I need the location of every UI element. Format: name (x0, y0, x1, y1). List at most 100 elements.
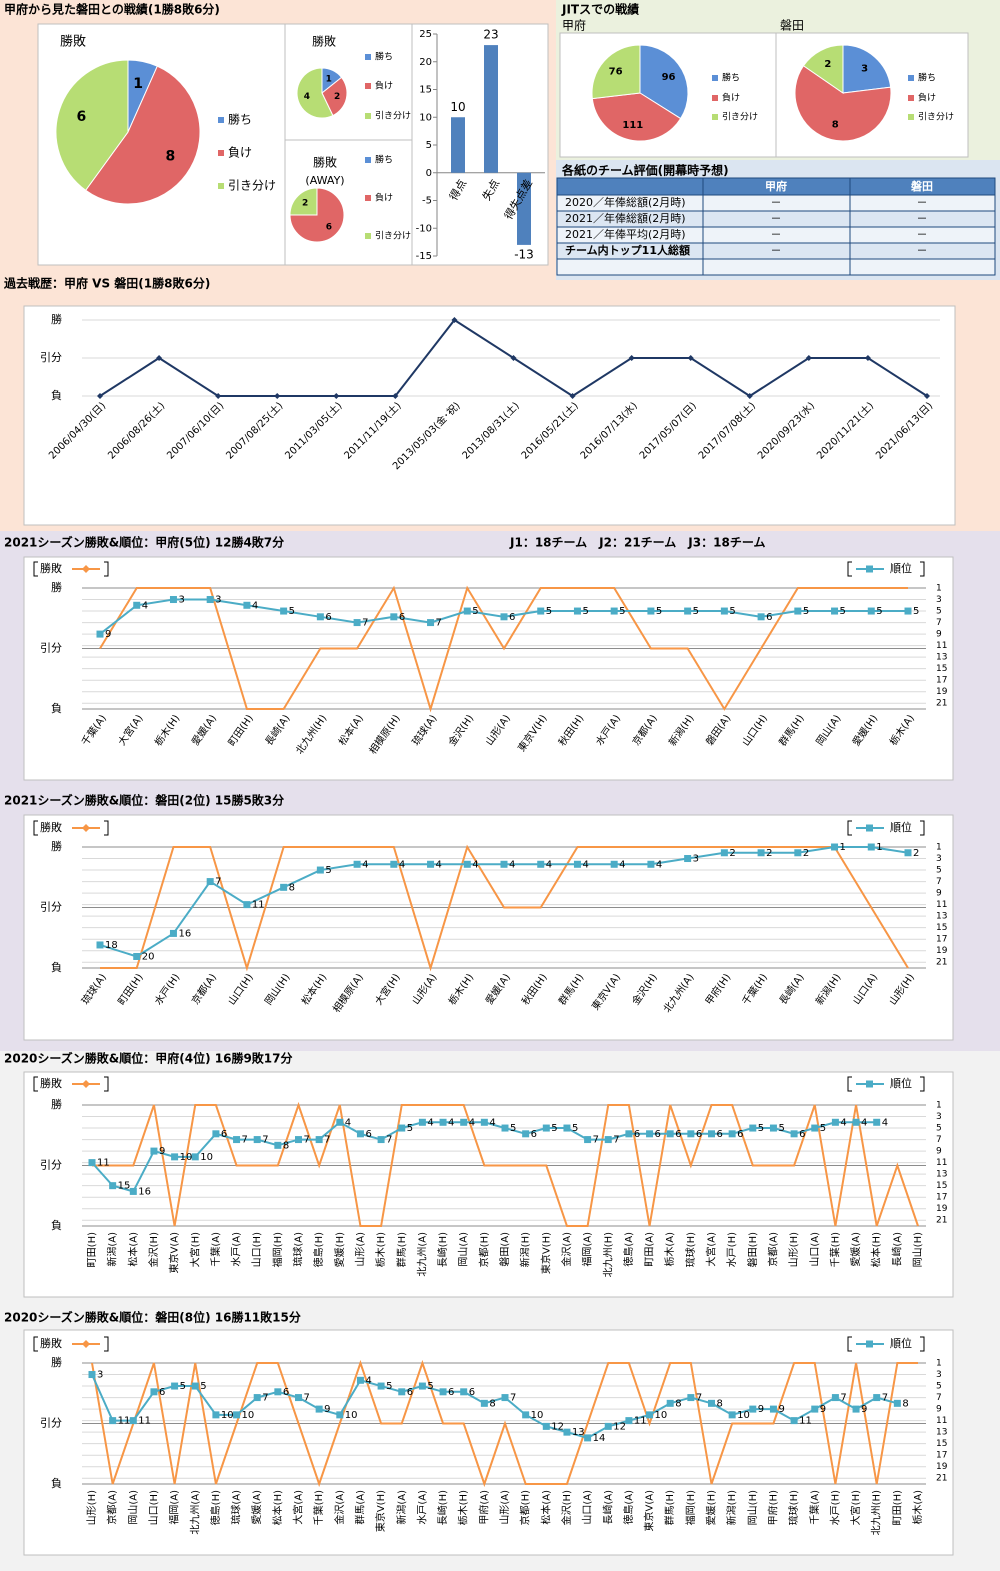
table-cell: － (771, 196, 782, 209)
data-label: 6 (696, 1129, 702, 1140)
data-label: 1 (876, 842, 882, 853)
legend-bracket (847, 820, 852, 836)
data-label: 4 (546, 859, 552, 870)
legend-bracket (847, 1076, 852, 1092)
marker (728, 1130, 736, 1138)
marker (647, 607, 655, 615)
legend-bracket (920, 820, 925, 836)
data-label: 10 (531, 1410, 544, 1421)
marker (206, 878, 214, 886)
data-label: 9 (105, 629, 111, 640)
y-tick-label: 引分 (40, 1158, 62, 1172)
marker (418, 1118, 426, 1126)
data-label: 4 (142, 600, 148, 611)
x-tick-label: 山口(A) (582, 1490, 594, 1525)
data-label: 6 (159, 1387, 165, 1398)
chart-title: 勝敗 (312, 34, 336, 49)
marker (573, 607, 581, 615)
legend-label: 勝ち (375, 154, 393, 166)
data-label: 5 (289, 606, 295, 617)
data-label: 5 (729, 606, 735, 617)
legend-label: 引き分け (375, 111, 411, 122)
marker (728, 1411, 736, 1419)
marker (315, 1136, 323, 1144)
marker (749, 1405, 757, 1413)
y2-tick-label: 19 (936, 1462, 948, 1472)
marker (563, 1124, 571, 1132)
data-label: 7 (613, 1135, 619, 1146)
data-label: 7 (262, 1135, 268, 1146)
marker (316, 866, 324, 874)
data-label: 8 (166, 148, 176, 164)
x-tick-label: 群馬(A) (353, 1490, 366, 1525)
legend-swatch (712, 114, 718, 120)
y-tick-label: 25 (419, 29, 432, 40)
data-label: 5 (510, 1123, 516, 1134)
data-label: 3 (693, 854, 699, 865)
marker (212, 1130, 220, 1138)
data-label: 7 (304, 1393, 310, 1404)
x-tick-label: 岡山(A) (127, 1490, 139, 1525)
data-label: 5 (820, 1123, 826, 1134)
data-label: 5 (407, 1123, 413, 1134)
x-tick-label: 大宮(H) (849, 1490, 862, 1525)
legend-bracket (104, 820, 109, 836)
data-label: 6 (675, 1129, 681, 1140)
x-tick-label: 北九州(H) (871, 1490, 883, 1535)
marker (542, 1124, 550, 1132)
chart-title: 過去戦歴：甲府 VS 磐田(1勝8敗6分) (3, 276, 210, 291)
data-label: 5 (200, 1381, 206, 1392)
marker (88, 1371, 96, 1379)
data-label: 2 (766, 848, 772, 859)
marker (150, 1388, 158, 1396)
marker (427, 860, 435, 868)
chart-title: 勝敗 (60, 35, 86, 50)
marker (684, 855, 692, 863)
data-label: 7 (593, 1135, 599, 1146)
data-label: 5 (758, 1123, 764, 1134)
data-label: 10 (221, 1410, 234, 1421)
legend-label: 勝ち (228, 112, 252, 127)
data-label: 2 (803, 848, 809, 859)
legend-marker (82, 824, 90, 832)
marker (569, 393, 576, 399)
legend-marker (82, 565, 90, 573)
y2-tick-label: 11 (936, 1416, 947, 1426)
legend-label: 引き分け (228, 179, 276, 193)
pie-slice (591, 92, 682, 142)
x-tick-label: 水戸(A) (231, 1232, 243, 1267)
marker (537, 607, 545, 615)
legend-bracket (920, 561, 925, 577)
marker (867, 607, 875, 615)
marker (253, 1394, 261, 1402)
data-label: 6 (531, 1129, 537, 1140)
marker (133, 601, 141, 609)
data-label: 7 (304, 1135, 310, 1146)
pie-slice (55, 59, 129, 191)
data-label: 6 (221, 1129, 227, 1140)
chart-title: 2021シーズン勝敗&順位：甲府(5位) 12勝4敗7分 (4, 535, 284, 550)
marker (150, 1147, 158, 1155)
x-tick-label: 水戸(H) (829, 1490, 841, 1525)
legend-label: 負け (722, 92, 740, 104)
x-tick-label: 千葉(A) (808, 1490, 821, 1525)
marker (904, 607, 912, 615)
marker (390, 860, 398, 868)
data-label: 6 (325, 612, 331, 623)
chart-title: 甲府 (562, 18, 586, 33)
y-tick-label: 負 (51, 1219, 62, 1232)
y2-tick-label: 13 (936, 912, 947, 922)
pie-slice (296, 67, 334, 119)
x-tick-label: 金沢(A) (333, 1490, 346, 1525)
marker (647, 860, 655, 868)
data-label: 9 (820, 1404, 826, 1415)
y2-tick-label: 1 (936, 1359, 942, 1369)
legend-swatch (218, 117, 224, 123)
data-label: 18 (105, 940, 118, 951)
bar (484, 45, 498, 173)
y2-tick-label: 7 (936, 877, 942, 887)
data-label: 7 (436, 618, 442, 629)
y2-tick-label: 15 (936, 1439, 947, 1449)
marker (610, 607, 618, 615)
